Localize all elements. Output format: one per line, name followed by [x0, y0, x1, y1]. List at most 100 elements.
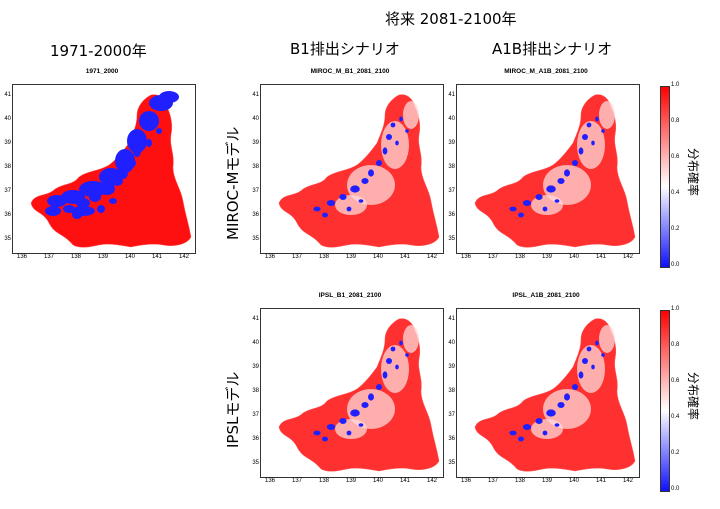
panel-title: 1971_2000 [85, 68, 119, 75]
low-probability-zone [599, 101, 615, 129]
high-elevation-blue-area [368, 169, 374, 177]
latitude-tick: 35 [252, 236, 259, 242]
high-elevation-blue-area [71, 206, 95, 216]
high-elevation-blue-area [595, 340, 599, 346]
colorbar-top: 0.0 0.2 0.4 0.6 0.8 1.0 分布確率 [650, 82, 710, 276]
latitude-tick: 41 [448, 316, 455, 322]
latitude-tick: 38 [4, 164, 11, 170]
latitude-tick: 38 [252, 164, 259, 170]
b1-scenario-title: B1排出シナリオ [290, 40, 400, 58]
longitude-tick: 138 [514, 254, 526, 260]
high-elevation-blue-area [582, 134, 588, 140]
latitude-tick: 37 [252, 412, 259, 418]
high-elevation-blue-area [601, 129, 605, 133]
high-elevation-blue-area [350, 185, 360, 193]
high-elevation-blue-area [358, 423, 364, 427]
longitude-tick: 136 [460, 254, 472, 260]
latitude-tick: 36 [448, 436, 455, 442]
distribution-map [474, 94, 636, 248]
high-elevation-blue-area [518, 436, 524, 442]
high-elevation-blue-area [518, 212, 524, 218]
high-elevation-blue-area [386, 134, 392, 140]
latitude-tick: 35 [448, 460, 455, 466]
longitude-tick: 141 [595, 254, 607, 260]
high-elevation-blue-area [522, 424, 532, 430]
longitude-tick: 141 [151, 254, 163, 260]
high-elevation-blue-area [542, 206, 548, 212]
high-elevation-blue-area [346, 430, 352, 436]
high-elevation-blue-area [109, 198, 117, 204]
high-elevation-blue-area [368, 393, 374, 401]
latitude-tick: 38 [252, 388, 259, 394]
longitude-tick: 140 [568, 254, 580, 260]
high-elevation-blue-area [326, 200, 336, 206]
longitude-tick: 142 [622, 254, 634, 260]
high-elevation-blue-area [542, 430, 548, 436]
low-probability-zone [381, 345, 409, 393]
high-elevation-blue-area [61, 190, 85, 204]
high-elevation-blue-area [115, 149, 135, 173]
map-panel-baseline: 1971_2000 41 40 39 38 37 36 35 136 137 138 139 140 14… [4, 66, 200, 266]
longitude-tick: 136 [264, 478, 276, 484]
miroc-model-label: MIROC-Mモデル [224, 126, 242, 240]
panel-title: IPSL_B1_2081_2100 [318, 292, 382, 299]
colorbar-label: 分布確率 [686, 372, 700, 421]
high-elevation-blue-area [127, 129, 147, 153]
high-elevation-blue-area [535, 418, 543, 424]
high-elevation-blue-area [376, 160, 382, 166]
colorbar-tick: 0.2 [671, 226, 680, 232]
high-elevation-blue-area [322, 212, 328, 218]
longitude-tick: 142 [426, 254, 438, 260]
distribution-map [474, 318, 636, 472]
high-elevation-blue-area [572, 384, 578, 390]
latitude-tick: 40 [448, 116, 455, 122]
high-elevation-blue-area [601, 353, 605, 357]
colorbar-tick: 0.0 [671, 262, 680, 268]
longitude-tick: 137 [43, 254, 55, 260]
high-elevation-blue-area [326, 424, 336, 430]
latitude-tick: 35 [252, 460, 259, 466]
high-elevation-blue-area [313, 206, 321, 212]
high-elevation-blue-area [339, 194, 347, 200]
high-elevation-blue-area [322, 436, 328, 442]
high-elevation-blue-area [45, 206, 61, 216]
longitude-tick: 137 [291, 254, 303, 260]
latitude-tick: 36 [252, 436, 259, 442]
high-elevation-blue-area [346, 206, 352, 212]
colorbar-tick: 1.0 [671, 82, 680, 88]
map-plot-area [456, 308, 640, 478]
longitude-tick: 141 [399, 254, 411, 260]
longitude-tick: 139 [97, 254, 109, 260]
high-elevation-blue-area [376, 384, 382, 390]
high-elevation-blue-area [79, 181, 107, 197]
colorbar-tick: 0.0 [671, 486, 680, 492]
high-elevation-blue-area [399, 340, 403, 346]
high-elevation-blue-area [361, 178, 369, 184]
latitude-tick: 41 [4, 92, 11, 98]
probability-color-scale [660, 310, 670, 492]
longitude-tick: 136 [16, 254, 28, 260]
high-elevation-blue-area [395, 364, 399, 370]
distribution-map [278, 318, 440, 472]
colorbar-tick: 1.0 [671, 306, 680, 312]
low-probability-zone [381, 121, 409, 169]
colorbar-tick: 0.6 [671, 154, 680, 160]
high-elevation-blue-area [591, 140, 595, 146]
latitude-tick: 35 [4, 236, 11, 242]
panel-title: MIROC_M_B1_2081_2100 [310, 68, 390, 75]
high-elevation-blue-area [586, 122, 592, 128]
latitude-tick: 36 [448, 212, 455, 218]
latitude-tick: 36 [4, 212, 11, 218]
high-elevation-blue-area [572, 160, 578, 166]
a1b-scenario-title: A1B排出シナリオ [492, 40, 613, 58]
high-elevation-blue-area [509, 206, 517, 212]
longitude-tick: 139 [345, 254, 357, 260]
high-elevation-blue-area [382, 371, 388, 379]
high-elevation-blue-area [358, 199, 364, 203]
panel-title: IPSL_A1B_2081_2100 [512, 292, 580, 299]
high-elevation-blue-area [146, 139, 152, 147]
longitude-tick: 138 [70, 254, 82, 260]
high-elevation-blue-area [546, 185, 556, 193]
distribution-map [30, 91, 192, 248]
longitude-tick: 137 [487, 254, 499, 260]
